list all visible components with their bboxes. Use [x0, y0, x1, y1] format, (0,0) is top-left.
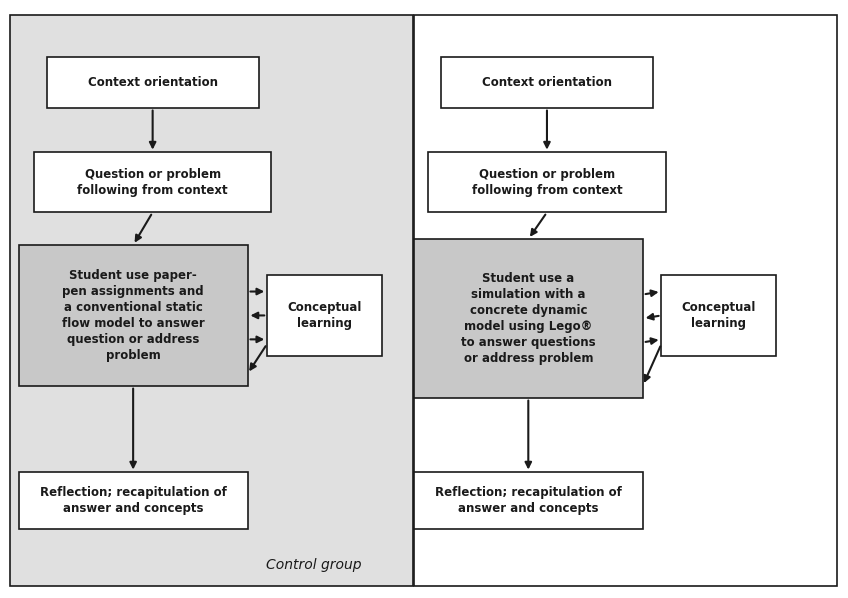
- Text: Reflection; recapitulation of
answer and concepts: Reflection; recapitulation of answer and…: [435, 486, 622, 515]
- Bar: [414, 239, 643, 398]
- Text: Control group: Control group: [266, 558, 361, 572]
- Bar: [10, 15, 413, 586]
- Bar: [414, 15, 837, 586]
- Bar: [441, 57, 653, 108]
- Bar: [19, 245, 248, 386]
- Bar: [267, 275, 382, 356]
- Text: Student use paper-
pen assignments and
a conventional static
flow model to answe: Student use paper- pen assignments and a…: [62, 269, 204, 362]
- Text: Conceptual
learning: Conceptual learning: [287, 301, 361, 330]
- Bar: [428, 152, 666, 212]
- Text: Context orientation: Context orientation: [87, 76, 218, 89]
- Text: Context orientation: Context orientation: [482, 76, 612, 89]
- Text: Student use a
simulation with a
concrete dynamic
model using Lego®
to answer que: Student use a simulation with a concrete…: [461, 272, 595, 365]
- Bar: [47, 57, 259, 108]
- Bar: [661, 275, 776, 356]
- Text: Conceptual
learning: Conceptual learning: [682, 301, 756, 330]
- Text: Question or problem
following from context: Question or problem following from conte…: [471, 168, 622, 197]
- Bar: [19, 472, 248, 529]
- Bar: [34, 152, 271, 212]
- Text: Question or problem
following from context: Question or problem following from conte…: [77, 168, 228, 197]
- Bar: [414, 472, 643, 529]
- Text: Reflection; recapitulation of
answer and concepts: Reflection; recapitulation of answer and…: [40, 486, 226, 515]
